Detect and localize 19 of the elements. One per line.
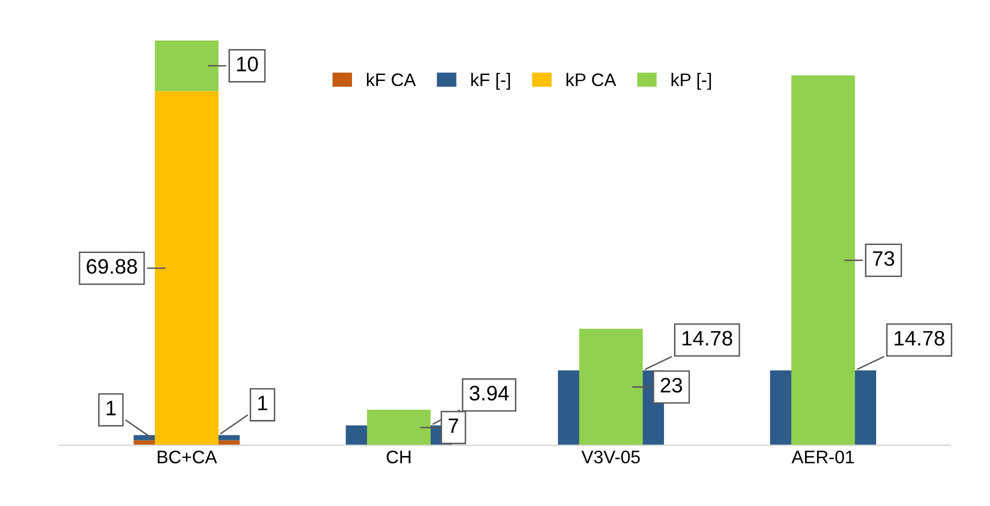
x-tick-label: V3V-05	[581, 450, 640, 464]
data-label: 3.94	[470, 386, 509, 401]
data-label: 23	[660, 378, 682, 393]
data-label: 73	[872, 251, 894, 266]
data-label: 7	[448, 418, 458, 433]
data-label: 1	[106, 400, 116, 416]
legend-label: kP CA	[566, 72, 616, 86]
data-label: 14.78	[682, 330, 732, 346]
data-label: 69.88	[86, 259, 137, 274]
x-tick-label: CH	[386, 450, 410, 464]
legend-label: kF CA	[366, 72, 416, 86]
legend-label: kP [-]	[672, 72, 711, 90]
legend-label: kF [-]	[471, 72, 510, 90]
x-tick-label: BC+CA	[158, 450, 217, 464]
data-label: 10	[237, 56, 258, 72]
data-label: 14.78	[894, 330, 944, 346]
data-label: 1	[258, 396, 268, 410]
x-tick-label: AER-01	[792, 450, 854, 464]
bar	[154, 40, 219, 92]
